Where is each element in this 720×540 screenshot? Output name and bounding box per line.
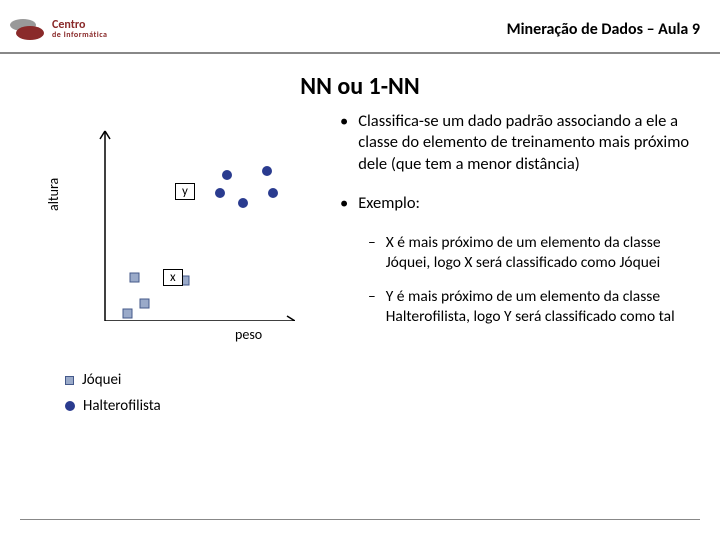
- legend-label-2: Halterofilista: [83, 397, 161, 415]
- bullet-2-text: Exemplo:: [358, 193, 420, 214]
- legend-joquei: Jóquei: [65, 371, 335, 389]
- subbullet-1-text: X é mais próximo de um elemento da class…: [386, 233, 705, 273]
- dash-icon: –: [368, 233, 376, 273]
- label-y: y: [175, 183, 195, 200]
- footer-divider: [20, 519, 700, 520]
- scatter-chart: altura y x peso: [55, 111, 315, 341]
- course-title: Mineração de Dados – Aula 9: [507, 20, 700, 39]
- chart-column: altura y x peso Jóquei Halterofilista: [15, 111, 335, 423]
- content-area: altura y x peso Jóquei Halterofilista: [0, 111, 720, 423]
- bullet-1: • Classifica-se um dado padrão associand…: [340, 111, 705, 175]
- label-x: x: [163, 269, 183, 286]
- legend: Jóquei Halterofilista: [65, 371, 335, 415]
- square-marker-icon: [65, 376, 74, 385]
- legend-haltero: Halterofilista: [65, 397, 335, 415]
- logo: Centro de Informática: [8, 15, 107, 43]
- circle-marker-icon: [65, 401, 75, 411]
- bullet-icon: •: [340, 193, 348, 214]
- logo-icon: [8, 15, 48, 43]
- bullet-1-text: Classifica-se um dado padrão associando …: [358, 111, 705, 175]
- logo-text-2: de Informática: [52, 31, 107, 39]
- chart-svg: [75, 121, 295, 321]
- legend-label-1: Jóquei: [82, 371, 121, 389]
- slide-title: NN ou 1-NN: [0, 72, 720, 101]
- subbullet-1: – X é mais próximo de um elemento da cla…: [368, 233, 705, 273]
- text-column: • Classifica-se um dado padrão associand…: [335, 111, 705, 423]
- dash-icon: –: [368, 287, 376, 327]
- y-axis-label: altura: [45, 178, 62, 211]
- bullet-2: • Exemplo:: [340, 193, 705, 214]
- subbullet-2-text: Y é mais próximo de um elemento da class…: [386, 287, 705, 327]
- bullet-icon: •: [340, 111, 348, 175]
- subbullet-2: – Y é mais próximo de um elemento da cla…: [368, 287, 705, 327]
- x-axis-label: peso: [235, 326, 262, 343]
- slide-header: Centro de Informática Mineração de Dados…: [0, 0, 720, 54]
